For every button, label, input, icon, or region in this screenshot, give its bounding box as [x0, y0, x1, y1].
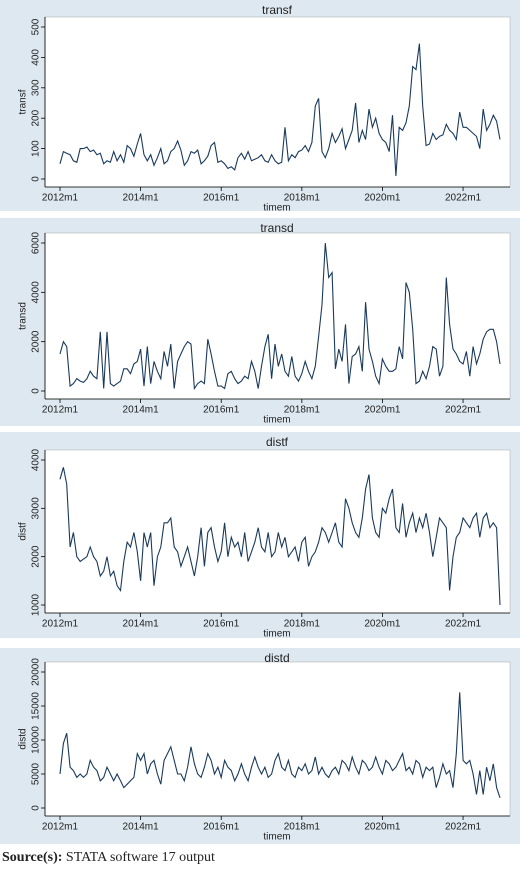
x-tick-label: 2022m1 [445, 822, 482, 833]
x-tick-label: 2022m1 [445, 405, 482, 416]
x-tick-label: 2014m1 [123, 619, 160, 630]
x-tick-label: 2016m1 [203, 822, 240, 833]
chart-title: transf [262, 3, 293, 17]
y-axis-title: distd [18, 728, 29, 749]
y-tick-label: 15000 [31, 692, 42, 720]
x-axis-title: timem [263, 629, 290, 640]
x-tick-label: 2016m1 [203, 405, 240, 416]
y-tick-label: 1000 [31, 593, 42, 616]
x-tick-label: 2022m1 [445, 619, 482, 630]
series-line [59, 467, 501, 606]
series-line [59, 43, 501, 177]
chart-title: transd [260, 221, 293, 235]
x-tick-label: 2020m1 [364, 405, 401, 416]
x-tick-label: 2012m1 [42, 193, 79, 204]
y-tick-label: 100 [31, 140, 42, 157]
y-tick-label: 6000 [31, 231, 42, 254]
source-label: Source(s): [2, 850, 62, 865]
x-tick-label: 2020m1 [364, 822, 401, 833]
x-tick-label: 2018m1 [284, 822, 321, 833]
x-axis-title: timem [263, 832, 290, 843]
x-axis-title: timem [263, 203, 290, 214]
source-text: STATA software 17 output [66, 850, 215, 865]
y-tick-label: 0 [31, 388, 42, 394]
x-tick-label: 2012m1 [42, 619, 79, 630]
plot-area [44, 661, 511, 817]
x-tick-label: 2014m1 [123, 822, 160, 833]
y-tick-label: 10000 [31, 726, 42, 754]
y-axis-title: transf [18, 89, 29, 114]
y-tick-label: 20000 [31, 658, 42, 686]
y-tick-label: 500 [31, 18, 42, 35]
x-axis-title: timem [263, 415, 290, 426]
x-tick-label: 2016m1 [203, 193, 240, 204]
y-tick-label: 5000 [31, 762, 42, 785]
y-tick-label: 2000 [31, 545, 42, 568]
x-tick-label: 2018m1 [284, 619, 321, 630]
y-tick-label: 400 [31, 49, 42, 66]
y-tick-label: 2000 [31, 330, 42, 353]
x-tick-label: 2018m1 [284, 405, 321, 416]
x-tick-label: 2022m1 [445, 193, 482, 204]
chart-title: distf [266, 435, 289, 449]
y-axis-title: transd [18, 302, 29, 330]
x-tick-label: 2014m1 [123, 193, 160, 204]
series-line [59, 692, 501, 798]
x-tick-label: 2018m1 [284, 193, 321, 204]
y-tick-label: 4000 [31, 281, 42, 304]
y-tick-label: 0 [31, 805, 42, 811]
plot-area [44, 449, 511, 614]
source: Source(s): STATA software 17 output [2, 850, 215, 865]
x-tick-label: 2012m1 [42, 405, 79, 416]
y-tick-label: 4000 [31, 448, 42, 471]
x-tick-label: 2020m1 [364, 619, 401, 630]
y-axis-title: distf [18, 522, 29, 541]
x-tick-label: 2014m1 [123, 405, 160, 416]
y-tick-label: 3000 [31, 497, 42, 520]
y-tick-label: 200 [31, 109, 42, 126]
x-tick-label: 2016m1 [203, 619, 240, 630]
y-tick-label: 0 [31, 176, 42, 182]
y-tick-label: 300 [31, 79, 42, 96]
series-line [59, 242, 501, 391]
x-tick-label: 2012m1 [42, 822, 79, 833]
x-tick-label: 2020m1 [364, 193, 401, 204]
plot-area [44, 16, 511, 188]
chart-title: distd [264, 651, 289, 665]
